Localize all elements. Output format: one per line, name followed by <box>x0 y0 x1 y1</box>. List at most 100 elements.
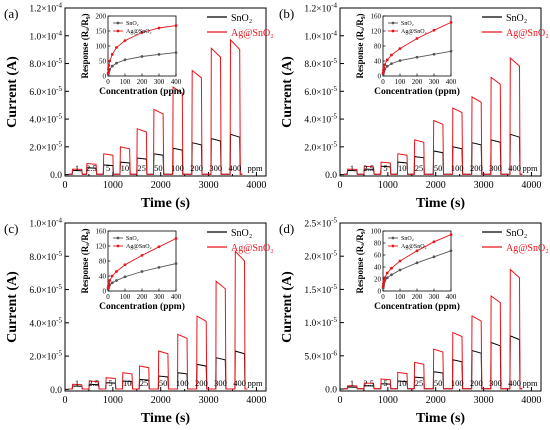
y-tick-mantissa: 8.0×10 <box>29 253 56 263</box>
x-tick-label: 0 <box>63 395 68 406</box>
y-axis-label: Current (A) <box>5 56 20 128</box>
y-tick-mantissa: 2.0×10 <box>29 143 56 153</box>
y-tick-mantissa: 4.0×10 <box>29 319 56 329</box>
series-line-ag-sno2 <box>343 56 523 175</box>
y-tick-mantissa: 6.0×10 <box>29 286 56 296</box>
y-tick-label: 1.0×10-5 <box>304 316 337 329</box>
y-tick-exponent: -5 <box>331 140 337 148</box>
y-tick-mantissa: 2.0×10 <box>29 353 56 363</box>
y-tick-label: 8.0×10-5 <box>29 57 62 70</box>
y-tick-mantissa: 1.5×10 <box>304 286 331 296</box>
inset-legend-label-ag-sno2: Ag@SnO₂ <box>126 244 152 250</box>
inset-point-sno2 <box>398 59 402 63</box>
y-tick-mantissa: 6.0×10 <box>304 88 331 98</box>
y-tick-exponent: -5 <box>56 140 62 148</box>
y-tick-mantissa: 4.0×10 <box>304 116 331 126</box>
y-tick-exponent: -5 <box>331 250 337 258</box>
inset-point-ag-sno2 <box>385 58 389 62</box>
inset-point-ag-sno2 <box>174 24 178 27</box>
legend-label-sno2: SnO₂ <box>231 228 252 239</box>
inset-x-tick-label: 200 <box>137 293 148 301</box>
y-tick-exponent: -5 <box>331 113 337 121</box>
inset-series-line-ag-sno2 <box>382 234 452 287</box>
x-tick-label: 2000 <box>426 395 446 406</box>
x-tick-label: 0 <box>338 395 343 406</box>
inset-frame <box>382 230 452 292</box>
series-line-ag-sno2 <box>68 250 248 390</box>
y-tick-label: 2.0×10-5 <box>29 350 62 363</box>
x-tick-label: 3000 <box>199 395 219 406</box>
inset-legend-marker-sno2 <box>391 236 395 240</box>
inset-point-ag-sno2 <box>382 66 386 70</box>
y-tick-label: 0.0 <box>50 386 62 396</box>
series-line-ag-sno2 <box>343 268 523 390</box>
y-tick-exponent: -5 <box>56 85 62 93</box>
y-tick-mantissa: 1.0×10 <box>304 32 331 42</box>
inset-legend-marker-sno2 <box>391 21 395 25</box>
inset-y-tick-label: 20 <box>374 276 382 284</box>
inset-point-ag-sno2 <box>449 20 453 24</box>
y-tick-mantissa: 1.0×10 <box>29 32 56 42</box>
y-tick-mantissa: 1.2×10 <box>304 5 331 15</box>
inset-legend-label-sno2: SnO₂ <box>401 236 414 242</box>
inset-x-tick-label: 300 <box>429 78 440 86</box>
inset-point-sno2 <box>123 58 127 62</box>
y-tick-label: 6.0×10-5 <box>29 85 62 98</box>
concentration-label: 400 <box>508 163 521 173</box>
x-tick-label: 0 <box>338 180 343 191</box>
inset-legend-marker-ag-sno2 <box>391 244 395 248</box>
plot-frame <box>64 7 267 177</box>
y-tick-exponent: -5 <box>331 316 337 324</box>
inset-x-tick-label: 100 <box>120 293 131 301</box>
inset-point-ag-sno2 <box>107 64 111 67</box>
inset-legend-marker-sno2 <box>116 236 120 240</box>
inset-y-tick-label: 40 <box>374 58 382 66</box>
y-tick-mantissa: 0.0 <box>325 171 337 181</box>
concentration-label: 2.5 <box>86 163 97 173</box>
inset-point-ag-sno2 <box>390 53 393 57</box>
inset-y-tick-label: 50 <box>99 58 107 66</box>
y-tick-exponent: -5 <box>56 57 62 65</box>
concentration-label: 200 <box>190 163 203 173</box>
concentration-label: 25 <box>137 163 146 173</box>
y-tick-exponent: -5 <box>331 85 337 93</box>
plot-frame <box>339 222 542 392</box>
concentration-label: 2.5 <box>363 163 374 173</box>
y-tick-label: 5.0×10-6 <box>304 349 337 362</box>
y-tick-exponent: -5 <box>56 113 62 121</box>
x-axis-label: Time (s) <box>141 411 190 426</box>
inset-point-sno2 <box>390 62 393 66</box>
inset-point-ag-sno2 <box>115 270 118 273</box>
y-tick-label: 2.0×10-5 <box>304 250 337 263</box>
inset-point-sno2 <box>157 53 161 56</box>
y-tick-exponent: -4 <box>56 29 62 37</box>
y-tick-exponent: -4 <box>56 2 62 10</box>
inset-legend-marker-ag-sno2 <box>391 29 395 33</box>
inset-frame <box>382 15 452 77</box>
inset-x-tick-label: 300 <box>154 293 165 301</box>
y-tick-mantissa: 0.0 <box>325 386 337 396</box>
concentration-label: 25 <box>415 378 424 388</box>
inset-y-tick-label: 200 <box>96 13 107 21</box>
concentration-label: 200 <box>470 163 483 173</box>
x-tick-label: 2000 <box>426 180 446 191</box>
inset-point-ag-sno2 <box>106 286 110 290</box>
inset-point-ag-sno2 <box>115 46 118 49</box>
y-tick-label: 0.0 <box>50 171 62 181</box>
y-tick-label: 4.0×10-5 <box>29 316 62 329</box>
x-tick-label: 2000 <box>151 180 171 191</box>
plot-frame <box>339 7 542 177</box>
inset-point-ag-sno2 <box>398 47 402 51</box>
inset-point-ag-sno2 <box>449 233 453 237</box>
x-tick-label: 1000 <box>103 395 123 406</box>
y-tick-label: 1.0×10-4 <box>29 217 62 230</box>
x-tick-label: 3000 <box>199 180 219 191</box>
legend-label-ag-sno2: Ag@SnO₂ <box>231 243 274 254</box>
concentration-label: 2.5 <box>88 378 99 388</box>
legend-label-ag-sno2: Ag@SnO₂ <box>231 28 274 39</box>
inset-x-tick-label: 400 <box>171 293 182 301</box>
inset-y-tick-label: 0 <box>103 288 107 296</box>
inset-point-sno2 <box>174 51 178 54</box>
inset-y-axis-label: Response (Rₐ/R₉) <box>80 228 90 293</box>
inset-x-axis-label: Concentration (ppm) <box>99 301 185 312</box>
